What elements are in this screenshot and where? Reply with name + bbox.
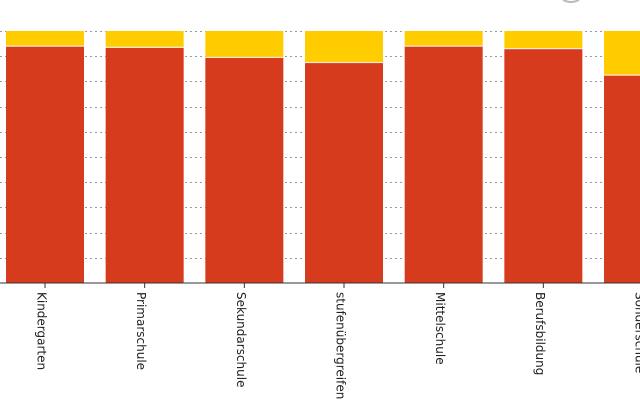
bar-segment	[205, 57, 284, 284]
x-axis-ticks	[44, 283, 544, 288]
bar-segment	[604, 31, 640, 76]
x-axis-tick-labels: Kindergarten Primarschule Sekundarschule st…	[35, 292, 640, 400]
bar-segment	[105, 31, 184, 48]
bar-segment	[604, 75, 640, 283]
bar-segment	[6, 31, 84, 47]
x-tick-label: Sonderschule	[633, 292, 640, 373]
bar-segment	[105, 47, 184, 283]
partial-menu-icon	[562, 0, 580, 3]
x-tick-label: Berufsbildung	[533, 292, 547, 375]
bars	[6, 31, 640, 284]
bar-segment	[404, 31, 483, 47]
bar-segment	[305, 62, 384, 283]
bar-segment	[504, 31, 583, 49]
decorations	[562, 0, 580, 3]
x-tick-label: Kindergarten	[35, 292, 49, 370]
x-tick-label: Primarschule	[134, 292, 148, 370]
x-tick-label: Sekundarschule	[234, 292, 248, 387]
x-tick-label: stufenübergreifend	[334, 292, 348, 400]
x-tick-label: Mittelschule	[433, 292, 447, 365]
bar-segment	[404, 46, 483, 284]
bar-segment	[205, 31, 284, 58]
bar-segment	[305, 31, 384, 63]
bar-segment	[504, 48, 583, 283]
bar-segment	[6, 46, 84, 284]
